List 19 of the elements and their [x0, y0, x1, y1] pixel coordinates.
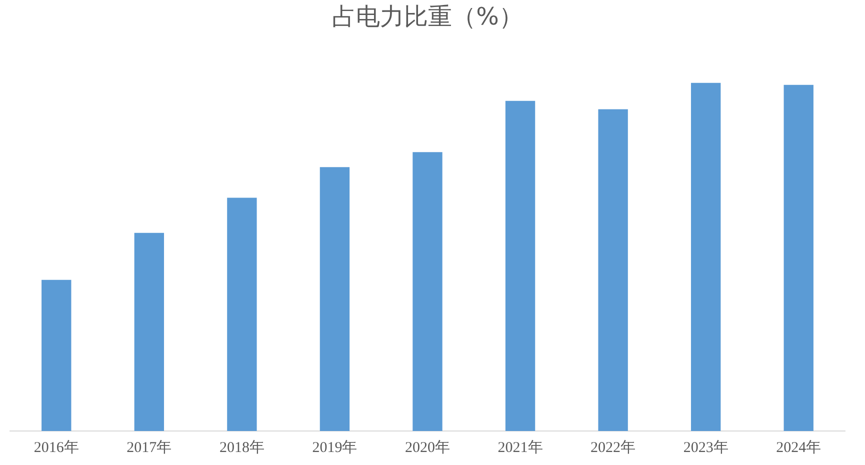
x-tick-label: 2022年	[590, 438, 636, 456]
chart-title: 占电力比重（%）	[332, 2, 523, 31]
bar	[134, 232, 164, 431]
x-tick-label: 2024年	[776, 438, 822, 456]
x-tick-label: 2018年	[219, 438, 264, 456]
x-tick-label: 2016年	[34, 438, 79, 456]
bar	[227, 198, 257, 431]
x-tick-label: 2020年	[405, 438, 450, 456]
bar	[690, 82, 721, 431]
x-tick-label: 2019年	[312, 438, 358, 456]
bar	[320, 167, 350, 431]
bar	[505, 100, 536, 431]
x-tick-label: 2023年	[683, 438, 728, 456]
x-tick-label: 2017年	[126, 438, 172, 456]
bar	[598, 109, 628, 431]
bar	[412, 152, 442, 431]
x-tick-label: 2021年	[498, 438, 543, 456]
bar	[784, 84, 814, 431]
bar	[42, 280, 72, 431]
